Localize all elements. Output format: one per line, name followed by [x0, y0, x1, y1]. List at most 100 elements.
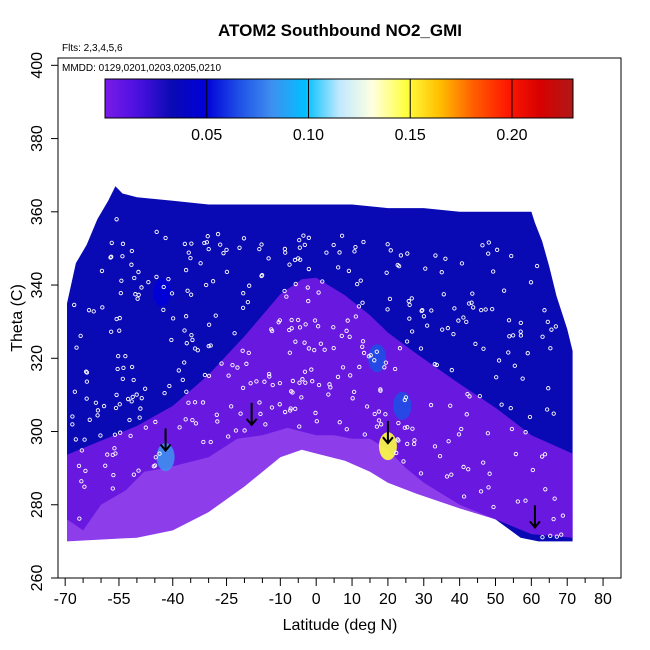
flight-track-point [344, 427, 349, 432]
flight-track-point [407, 316, 412, 321]
flight-track-point [139, 285, 144, 290]
flight-track-point [128, 433, 133, 439]
flight-track-point [487, 471, 492, 476]
colorbar-tick-label: 0.20 [496, 127, 527, 144]
flight-track-point [288, 406, 293, 411]
flight-track-point [289, 389, 294, 394]
flight-track-point [353, 314, 358, 319]
x-axis-label: Latitude (deg N) [283, 617, 398, 634]
flight-track-point [185, 288, 190, 293]
flight-track-point [490, 306, 495, 312]
flight-track-point [405, 425, 410, 430]
flight-track-point [101, 403, 107, 409]
flight-track-point [376, 409, 382, 414]
heatmap-field [67, 186, 573, 542]
flight-track-point [269, 328, 275, 334]
flight-track-point [287, 350, 293, 355]
flight-track-point [300, 377, 305, 382]
flight-track-point [322, 347, 327, 352]
flight-track-point [378, 422, 384, 427]
flight-track-point [486, 251, 491, 256]
flight-track-point [395, 262, 400, 268]
flight-track-point [387, 296, 393, 302]
flight-track-point [84, 370, 90, 375]
flight-track-point [459, 261, 465, 266]
flight-track-point [115, 366, 120, 372]
flight-track-point [483, 307, 488, 312]
flight-track-point [95, 413, 100, 418]
flight-track-point [360, 344, 365, 349]
flight-track-point [433, 253, 438, 258]
flight-track-point [518, 320, 523, 325]
flight-track-point [356, 304, 362, 309]
x-tick-label: 80 [594, 591, 612, 608]
flight-track-point [70, 422, 75, 427]
flight-track-point [206, 373, 212, 379]
flight-track-point [397, 346, 403, 351]
flight-track-point [295, 317, 301, 323]
flight-track-point [205, 234, 210, 239]
flight-track-point [306, 235, 311, 240]
flight-track-point [154, 229, 159, 235]
dates-note: MMDD: 0129,0201,0203,0205,0210 [62, 63, 221, 74]
flight-track-point [445, 325, 451, 331]
flight-track-point [263, 422, 268, 427]
flight-track-point [72, 302, 77, 308]
flight-track-point [114, 392, 119, 398]
flight-track-point [348, 373, 353, 378]
flight-track-point [534, 263, 540, 269]
flight-track-point [204, 240, 210, 245]
x-tick-label: 50 [487, 591, 505, 608]
flight-track-point [306, 266, 311, 272]
flight-track-point [347, 334, 352, 339]
flight-track-point [130, 394, 135, 400]
flight-track-point [282, 288, 287, 294]
flight-track-point [461, 494, 467, 499]
flight-track-point [292, 257, 298, 263]
flight-track-point [135, 296, 140, 301]
flight-track-point [293, 281, 298, 287]
flight-track-point [428, 402, 434, 408]
flight-track-point [233, 428, 239, 433]
flight-track-point [339, 233, 345, 238]
flight-track-point [491, 504, 496, 510]
flight-track-point [423, 266, 428, 271]
flight-track-point [339, 333, 344, 339]
flight-track-point [262, 379, 267, 384]
flight-track-point [125, 396, 131, 402]
flight-track-point [316, 382, 322, 388]
flight-track-point [224, 269, 230, 275]
flight-track-point [117, 328, 122, 333]
flight-track-point [74, 345, 79, 350]
flight-track-point [111, 472, 116, 478]
flight-track-point [200, 400, 206, 405]
flight-track-point [240, 348, 245, 353]
flight-track-point [219, 361, 224, 366]
flight-track-point [309, 367, 314, 372]
flight-track-point [406, 298, 411, 304]
high-value-blob [156, 443, 175, 472]
flight-track-point [461, 315, 466, 320]
flight-track-point [161, 284, 166, 290]
flight-track-point [98, 433, 103, 438]
flight-track-point [83, 468, 88, 474]
flight-track-point [464, 412, 469, 417]
flight-track-point [479, 307, 484, 313]
flight-track-point [328, 385, 333, 390]
flight-track-point [134, 392, 139, 397]
flight-track-point [105, 452, 110, 457]
flight-track-point [112, 432, 118, 437]
flight-track-point [331, 346, 336, 351]
flight-track-point [560, 513, 566, 518]
arrow-marker [159, 428, 172, 453]
flight-track-point [434, 362, 439, 368]
flight-track-point [439, 270, 444, 275]
flight-track-point [378, 387, 383, 392]
colorbar-tick-label: 0.10 [293, 127, 324, 144]
flight-track-point [315, 324, 321, 329]
flight-track-point [324, 250, 329, 255]
flight-track-point [137, 415, 142, 420]
flight-track-point [238, 411, 243, 416]
flight-track-point [152, 463, 158, 468]
flight-track-point [407, 302, 412, 307]
